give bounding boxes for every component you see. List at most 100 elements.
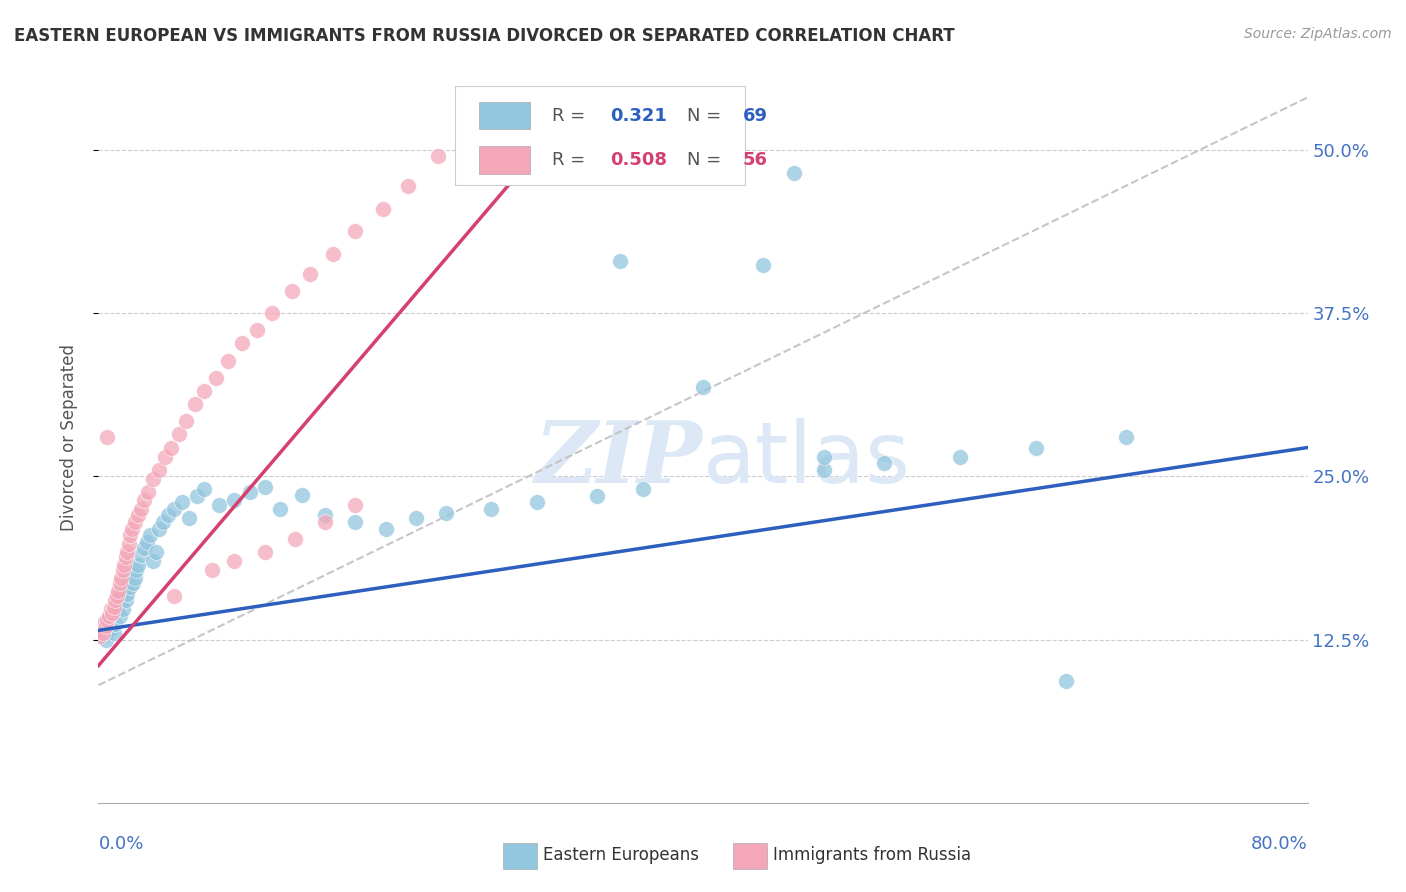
Point [114,593,136,607]
Point [115,545,138,559]
Point [160,441,183,455]
Point [91,629,114,643]
Point [813,450,835,464]
Point [405,511,427,525]
Point [201,563,224,577]
Point [253,545,276,559]
Point [94,632,117,647]
Point [132,541,155,555]
Point [96,430,118,444]
Point [322,247,344,261]
Point [163,502,186,516]
Text: N =: N = [688,151,727,169]
Point [631,483,654,497]
Bar [479,146,530,174]
Point [949,450,972,464]
Point [105,599,128,614]
Point [1024,441,1046,455]
Point [98,609,121,624]
Point [299,267,322,281]
Text: 0.508: 0.508 [610,151,666,169]
Bar [479,102,530,129]
Text: ZIP: ZIP [536,417,703,500]
Point [103,626,125,640]
Point [145,545,167,559]
Point [104,616,127,631]
Point [93,615,115,630]
Point [101,607,124,621]
Point [103,602,125,616]
Point [111,563,134,577]
Point [90,624,112,638]
Point [344,224,367,238]
Point [344,498,367,512]
Point [163,590,186,604]
Point [813,463,835,477]
Text: EASTERN EUROPEAN VS IMMIGRANTS FROM RUSSIA DIVORCED OR SEPARATED CORRELATION CHA: EASTERN EUROPEAN VS IMMIGRANTS FROM RUSS… [14,27,955,45]
Y-axis label: Divorced or Separated: Divorced or Separated [59,343,77,531]
Point [156,508,179,523]
Bar [503,843,537,869]
Point [110,590,132,604]
Point [107,593,129,607]
Point [96,615,118,630]
Point [129,548,152,562]
Point [246,323,269,337]
Point [112,558,135,573]
Text: 0.0%: 0.0% [98,836,143,854]
Point [586,489,609,503]
Point [114,550,136,565]
Point [371,202,394,216]
Point [94,613,117,627]
Text: atlas: atlas [703,417,911,500]
Point [91,626,114,640]
Point [120,580,142,594]
Point [148,463,170,477]
Point [139,528,162,542]
Point [124,571,146,585]
Point [1115,430,1137,444]
Point [125,563,148,577]
Text: Eastern Europeans: Eastern Europeans [543,847,699,864]
FancyBboxPatch shape [456,86,745,185]
Point [100,602,122,616]
Point [239,485,262,500]
Point [208,498,231,512]
Point [96,613,118,627]
Point [115,587,138,601]
Point [93,624,115,638]
Point [110,571,132,585]
Point [124,515,146,529]
Point [193,483,215,497]
Point [170,495,193,509]
Point [122,576,145,591]
Point [396,179,419,194]
Point [873,456,896,470]
Text: 0.321: 0.321 [610,107,666,125]
Point [127,508,149,523]
Point [90,619,112,633]
Point [153,450,176,464]
Bar [734,843,768,869]
Point [314,515,336,529]
Text: R =: R = [551,151,591,169]
Point [184,397,207,411]
Text: Immigrants from Russia: Immigrants from Russia [773,847,972,864]
Point [89,629,111,643]
Point [291,487,314,501]
Text: 80.0%: 80.0% [1251,836,1308,854]
Point [152,515,174,529]
Point [174,414,197,428]
Point [104,593,127,607]
Point [111,602,134,616]
Point [752,258,775,272]
Point [262,306,284,320]
Point [136,485,159,500]
Point [526,495,548,509]
Point [186,489,208,503]
Point [253,480,276,494]
Point [121,521,143,535]
Point [217,354,239,368]
Point [224,492,246,507]
Point [100,622,122,636]
